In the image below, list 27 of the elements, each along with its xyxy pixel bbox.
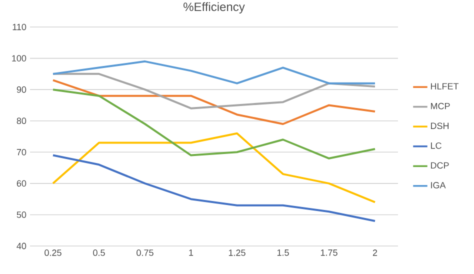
y-tick-label: 40: [16, 242, 26, 250]
x-tick-label: 1.25: [228, 250, 246, 256]
x-tick-label: 1: [189, 250, 194, 256]
x-tick-label: 1.75: [320, 250, 338, 256]
line-series: [52, 72, 376, 110]
line-series: [52, 154, 376, 222]
legend-label: DSH: [431, 122, 449, 130]
x-tick-label: 0.25: [44, 250, 62, 256]
y-tick-label: 70: [16, 148, 26, 156]
legend-label: IGA: [431, 182, 446, 188]
x-tick-label: 1.5: [277, 250, 289, 256]
line-series: [52, 60, 376, 84]
legend-label: HLFET: [431, 83, 459, 90]
y-tick-label: 80: [16, 118, 26, 124]
y-tick-label: 110: [12, 24, 26, 30]
x-tick-label: 0.75: [136, 250, 154, 256]
y-tick-label: 90: [16, 86, 26, 93]
x-tick-label: 0.5: [93, 250, 105, 256]
legend-label: LC: [431, 142, 442, 149]
legend-label: MCP: [431, 102, 450, 110]
legend-label: DCP: [431, 162, 449, 169]
chart-title: %Efficiency: [184, 2, 245, 14]
line-series: [52, 88, 376, 160]
y-tick-label: 100: [12, 55, 26, 62]
y-tick-label: 50: [16, 212, 26, 218]
x-tick-label: 2: [372, 250, 378, 256]
y-tick-label: 60: [16, 180, 26, 187]
